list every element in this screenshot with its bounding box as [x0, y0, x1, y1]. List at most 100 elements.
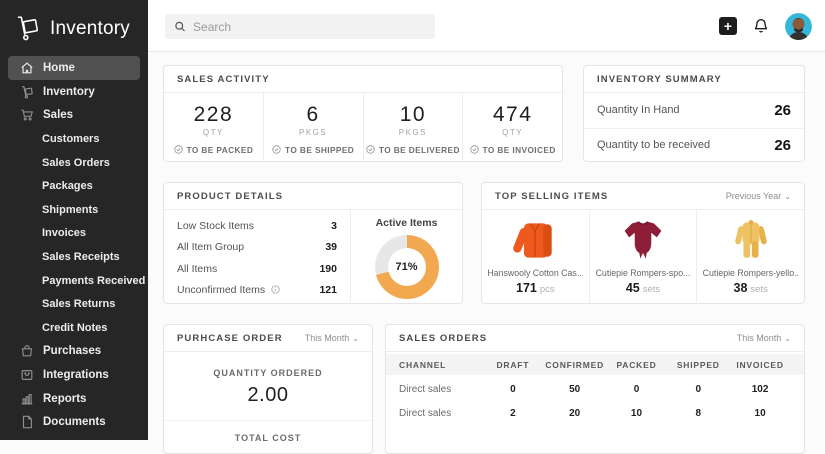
- row-value: 3: [331, 220, 337, 232]
- sidebar-item-label: Shipments: [42, 203, 99, 216]
- active-items-panel: Active Items 71%: [350, 210, 462, 304]
- table-row[interactable]: Direct sales 0 50 0 0 102: [386, 379, 804, 399]
- sidebar-item-inventory[interactable]: Inventory: [0, 80, 148, 104]
- sidebar-item-label: Inventory: [43, 85, 95, 98]
- inventory-summary-card: INVENTORY SUMMARY Quantity In Hand 26 Qu…: [583, 65, 805, 162]
- period-dropdown[interactable]: Previous Year ⌄: [726, 191, 791, 201]
- quantity-in-hand-row[interactable]: Quantity In Hand 26: [584, 93, 804, 128]
- quantity-to-be-received-row[interactable]: Quantity to be received 26: [584, 127, 804, 163]
- sidebar-item-invoices[interactable]: Invoices: [0, 222, 148, 246]
- all-items-row[interactable]: All Items 190: [177, 263, 337, 275]
- stat-to-be-shipped[interactable]: 6 PKGS TO BE SHIPPED: [264, 93, 364, 162]
- top-item-2[interactable]: Cutiepie Rompers-spo... 45 sets: [590, 210, 698, 304]
- notifications-bell-icon[interactable]: [752, 17, 770, 35]
- all-item-group-row[interactable]: All Item Group 39: [177, 241, 337, 253]
- bag-icon: [20, 344, 34, 358]
- sidebar-item-label: Sales: [43, 109, 74, 122]
- row-label: All Item Group: [177, 241, 245, 254]
- period-dropdown[interactable]: This Month ⌄: [305, 333, 359, 343]
- channel-cell: Direct sales: [399, 383, 452, 395]
- stat-to-be-packed[interactable]: 228 QTY TO BE PACKED: [164, 93, 264, 162]
- sidebar-item-reports[interactable]: Reports: [0, 387, 148, 411]
- sidebar-item-purchases[interactable]: Purchases: [0, 340, 148, 364]
- sidebar-nav: Home Inventory Sales Customers Sales Ord…: [0, 56, 148, 434]
- low-stock-items-row[interactable]: Low Stock Items 3: [177, 220, 337, 232]
- purchase-order-header: PURHCASE ORDER This Month ⌄: [164, 325, 372, 352]
- row-label: Low Stock Items: [177, 220, 255, 232]
- sidebar-item-sales[interactable]: Sales: [0, 104, 148, 128]
- sidebar-item-label: Credit Notes: [42, 321, 108, 334]
- unconfirmed-items-row[interactable]: Unconfirmed Items 121: [177, 284, 337, 296]
- circle-check-icon: [272, 145, 281, 154]
- chevron-down-icon: ⌄: [352, 333, 359, 343]
- sidebar-item-documents[interactable]: Documents: [0, 410, 148, 434]
- draft-cell: 0: [510, 383, 516, 395]
- sidebar-item-shipments[interactable]: Shipments: [0, 198, 148, 222]
- sidebar-item-sales-returns[interactable]: Sales Returns: [0, 292, 148, 316]
- onesie-product-image: [620, 217, 666, 265]
- cart-icon: [20, 108, 34, 122]
- search-box[interactable]: [165, 14, 435, 39]
- chevron-down-icon: ⌄: [784, 191, 791, 201]
- stat-to-be-invoiced[interactable]: 474 QTY TO BE INVOICED: [463, 93, 562, 162]
- column-header: INVOICED: [736, 359, 784, 370]
- packed-cell: 0: [633, 383, 640, 395]
- invoiced-cell: 102: [751, 383, 769, 395]
- period-label: This Month: [736, 333, 782, 343]
- product-unit: sets: [750, 284, 768, 295]
- row-value: 121: [319, 283, 337, 296]
- sidebar-item-label: Integrations: [43, 368, 109, 381]
- user-avatar[interactable]: [785, 12, 812, 40]
- handtruck-logo-icon: [17, 16, 38, 41]
- top-item-1[interactable]: Hanswooly Cotton Cas... 171 pcs: [482, 210, 590, 304]
- stat-value: 6: [306, 102, 320, 126]
- sidebar-item-label: Customers: [42, 132, 100, 145]
- sidebar-item-integrations[interactable]: Integrations: [0, 363, 148, 387]
- row-label: Quantity to be received: [597, 139, 711, 152]
- sidebar-item-credit-notes[interactable]: Credit Notes: [0, 316, 148, 340]
- sidebar-item-customers[interactable]: Customers: [0, 127, 148, 151]
- circle-check-icon: [366, 145, 375, 154]
- period-dropdown[interactable]: This Month ⌄: [737, 333, 791, 343]
- draft-cell: 2: [510, 407, 516, 419]
- box-icon: [20, 85, 34, 99]
- quantity-ordered-value: 2.00: [247, 384, 289, 406]
- quick-add-button[interactable]: +: [719, 17, 737, 35]
- sales-orders-header: SALES ORDERS This Month ⌄: [386, 325, 804, 352]
- card-title: SALES ORDERS: [399, 332, 488, 344]
- sidebar-item-payments-received[interactable]: Payments Received: [0, 269, 148, 293]
- card-title: PURHCASE ORDER: [177, 332, 283, 344]
- top-item-3[interactable]: Cutiepie Rompers-yello... 38 sets: [697, 210, 804, 304]
- card-title: TOP SELLING ITEMS: [495, 190, 609, 202]
- product-unit: pcs: [539, 284, 555, 295]
- table-row[interactable]: Direct sales 2 20 10 8 10: [386, 403, 804, 423]
- sidebar-item-packages[interactable]: Packages: [0, 174, 148, 198]
- home-icon: [20, 61, 34, 75]
- column-header: DRAFT: [496, 359, 530, 370]
- chevron-down-icon: ⌄: [784, 333, 791, 343]
- product-unit: sets: [642, 284, 661, 295]
- row-label: All Items: [177, 262, 218, 275]
- search-input[interactable]: [193, 19, 426, 34]
- sales-activity-card: SALES ACTIVITY 228 QTY TO BE PACKED 6 PK…: [163, 65, 563, 162]
- sidebar-item-sales-orders[interactable]: Sales Orders: [0, 151, 148, 175]
- product-qty: 171: [516, 281, 537, 295]
- sidebar-item-label: Sales Orders: [42, 156, 110, 169]
- stat-status: TO BE INVOICED: [482, 144, 556, 155]
- sidebar-item-sales-receipts[interactable]: Sales Receipts: [0, 245, 148, 269]
- product-name: Cutiepie Rompers-yello...: [702, 268, 799, 278]
- sidebar-item-label: Documents: [43, 416, 106, 429]
- sidebar-item-label: Packages: [42, 180, 93, 193]
- packed-cell: 10: [630, 407, 643, 419]
- invoiced-cell: 10: [754, 407, 766, 419]
- column-header: CONFIRMED: [545, 359, 605, 370]
- product-details-list: Low Stock Items 3 All Item Group 39 All …: [164, 210, 350, 304]
- sidebar-item-home[interactable]: Home: [8, 56, 140, 80]
- stat-status: TO BE SHIPPED: [285, 144, 355, 155]
- sidebar-item-label: Payments Received: [42, 274, 146, 287]
- stat-to-be-delivered[interactable]: 10 PKGS TO BE DELIVERED: [364, 93, 464, 162]
- stat-value: 474: [492, 102, 533, 126]
- stat-value: 10: [399, 102, 427, 126]
- confirmed-cell: 50: [569, 383, 581, 395]
- stat-unit: QTY: [202, 127, 224, 137]
